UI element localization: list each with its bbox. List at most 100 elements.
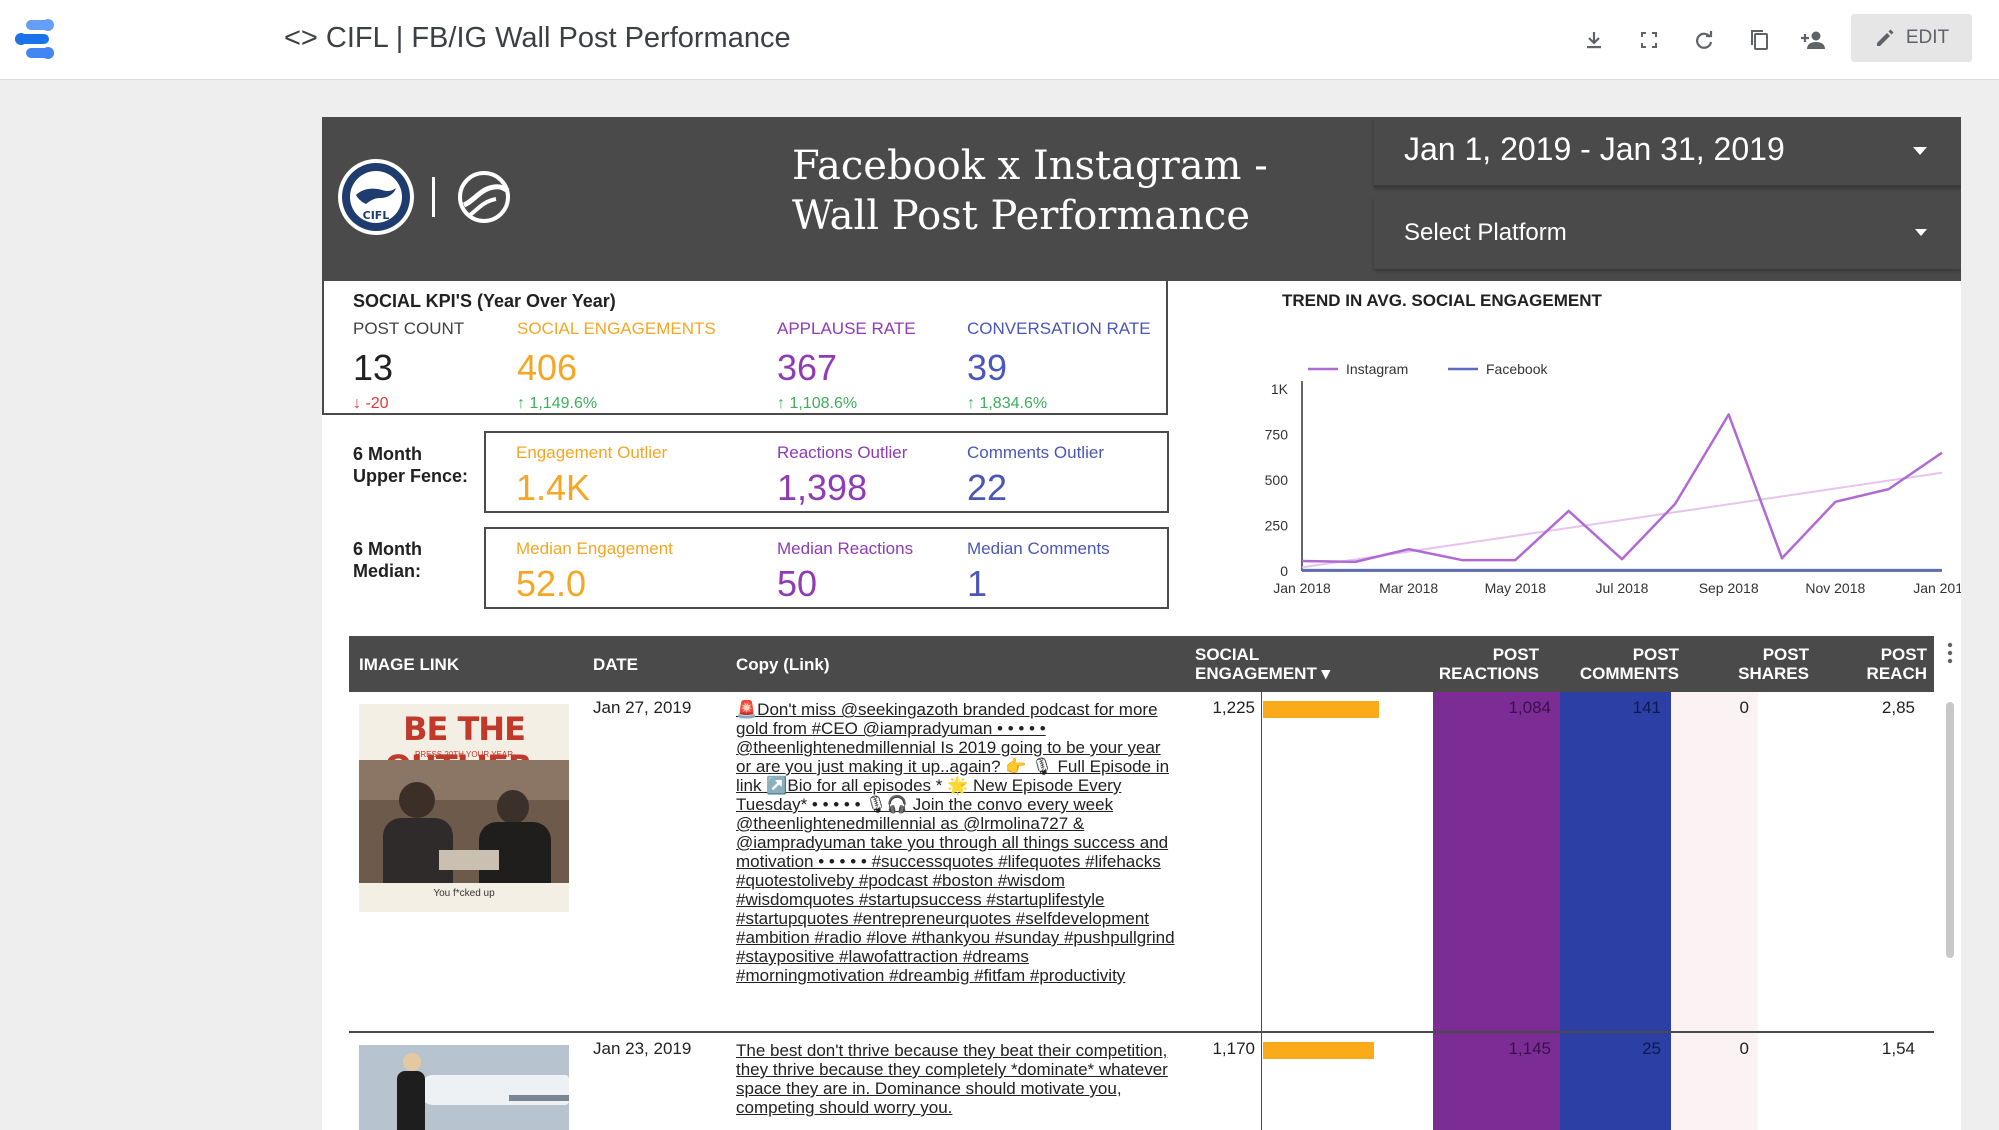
comments-heat-column — [1560, 692, 1671, 1130]
kpi-applause-rate: APPLAUSE RATE 367 ↑ 1,108.6% — [777, 319, 916, 413]
stat-value: 52.0 — [516, 563, 587, 604]
post-thumbnail[interactable] — [359, 1045, 569, 1130]
kpi-conversation-rate: CONVERSATION RATE 39 ↑ 1,834.6% — [967, 319, 1151, 413]
post-shares-value: 0 — [1739, 698, 1749, 717]
kpi-delta: ↑ 1,834.6% — [967, 395, 1048, 412]
pencil-icon — [1876, 29, 1894, 46]
kpi-label: CONVERSATION RATE — [967, 319, 1151, 338]
post-copy-link[interactable]: The best don't thrive because they beat … — [736, 1041, 1168, 1117]
stat-value: 1.4K — [516, 467, 591, 508]
median-engagement: Median Engagement 52.0 — [516, 539, 673, 605]
post-reach-value: 1,54 — [1881, 1039, 1915, 1058]
reactions-heat-column — [1433, 692, 1560, 1130]
edit-button[interactable]: EDIT — [1851, 14, 1972, 62]
date-range-control[interactable]: Jan 1, 2019 - Jan 31, 2019 — [1374, 117, 1961, 187]
social-engagement-bar — [1263, 1042, 1374, 1059]
data-studio-logo-icon[interactable] — [12, 18, 56, 60]
post-date: Jan 27, 2019 — [593, 698, 692, 717]
stat-value: 22 — [967, 467, 1008, 508]
column-header-post-shares[interactable]: POST SHARES — [1738, 645, 1809, 683]
brand-mark-icon — [458, 171, 510, 223]
x-tick-label: Mar 2018 — [1379, 580, 1438, 596]
column-header-image-link[interactable]: IMAGE LINK — [359, 654, 460, 674]
stat-label: Comments Outlier — [967, 443, 1104, 462]
thumbnail-photo — [359, 760, 569, 883]
dropdown-caret-icon — [1915, 229, 1927, 236]
x-tick-label: Jan 2018 — [1273, 580, 1331, 596]
arrow-up-icon: ↑ — [517, 395, 525, 412]
social-engagement-value: 1,225 — [1212, 698, 1255, 717]
kpi-delta: ↑ 1,108.6% — [777, 395, 858, 412]
x-tick-label: Nov 2018 — [1805, 580, 1865, 596]
logo-separator — [432, 177, 435, 217]
column-header-social-engagement[interactable]: SOCIAL ENGAGEMENT ▾ — [1195, 645, 1331, 683]
y-tick-label: 250 — [1265, 518, 1289, 534]
arrow-up-icon: ↑ — [777, 395, 785, 412]
shares-heat-column — [1671, 692, 1758, 1130]
post-thumbnail[interactable]: BE THE OUTLIER. PRESS 20TH YOUR YEAR You… — [359, 704, 569, 912]
kpi-label: APPLAUSE RATE — [777, 319, 916, 338]
kpi-heading: SOCIAL KPI'S (Year Over Year) — [353, 291, 616, 311]
column-header-date[interactable]: DATE — [593, 654, 639, 674]
column-header-post-reach[interactable]: POST REACH — [1866, 645, 1927, 683]
stat-label: Median Reactions — [777, 539, 914, 558]
x-tick-label: Sep 2018 — [1699, 580, 1759, 596]
social-engagement-bar — [1263, 701, 1379, 718]
kpi-delta: ↑ 1,149.6% — [517, 395, 598, 412]
engagement-axis-line — [1261, 692, 1262, 1130]
series-line-instagram — [1301, 413, 1943, 564]
legend-label: Instagram — [1346, 361, 1408, 377]
kpi-value: 406 — [517, 347, 578, 388]
stat-label: Reactions Outlier — [777, 443, 908, 462]
kpi-value: 39 — [967, 347, 1008, 388]
refresh-icon[interactable] — [1688, 24, 1720, 56]
post-reactions-value: 1,084 — [1508, 698, 1551, 717]
stat-label: Median Engagement — [516, 539, 673, 558]
date-range-value: Jan 1, 2019 - Jan 31, 2019 — [1404, 131, 1785, 167]
post-copy-link[interactable]: 🚨Don't miss @seekingazoth branded podcas… — [736, 700, 1175, 985]
report-header-banner: CIFL Facebook x Instagram - Wall Post Pe… — [322, 117, 1961, 281]
post-reactions-value: 1,145 — [1508, 1039, 1551, 1058]
platform-filter[interactable]: Select Platform — [1374, 197, 1961, 269]
stat-value: 1,398 — [777, 467, 868, 508]
column-header-post-comments[interactable]: POST COMMENTS — [1579, 645, 1679, 683]
posts-table-body: BE THE OUTLIER. PRESS 20TH YOUR YEAR You… — [349, 692, 1954, 1130]
thumbnail-subhead: PRESS 20TH YOUR YEAR — [415, 750, 513, 759]
stat-label: Median Comments — [967, 539, 1110, 558]
median-label: 6 Month Median: — [353, 539, 422, 581]
report-title: Facebook x Instagram - Wall Post Perform… — [792, 143, 1268, 239]
share-icon[interactable] — [1798, 24, 1830, 56]
column-header-copy[interactable]: Copy (Link) — [736, 654, 830, 674]
y-tick-label: 1K — [1271, 381, 1289, 397]
kpi-value: 13 — [353, 347, 394, 388]
arrow-up-icon: ↑ — [967, 395, 975, 412]
x-tick-label: Jul 2018 — [1596, 580, 1649, 596]
chart-title: TREND IN AVG. SOCIAL ENGAGEMENT — [1282, 291, 1602, 310]
more-options-icon[interactable] — [1947, 641, 1953, 665]
report-name[interactable]: <> CIFL | FB/IG Wall Post Performance — [284, 22, 791, 54]
svg-text:CIFL: CIFL — [363, 209, 390, 222]
table-scrollbar[interactable] — [1946, 702, 1954, 958]
x-tick-label: Jan 2019 — [1913, 580, 1961, 596]
copy-icon[interactable] — [1743, 24, 1775, 56]
stat-label: Engagement Outlier — [516, 443, 668, 462]
post-shares-value: 0 — [1739, 1039, 1749, 1058]
legend-label: Facebook — [1486, 361, 1548, 377]
posts-table-header: IMAGE LINK DATE Copy (Link) SOCIAL ENGAG… — [349, 636, 1934, 692]
kpi-value: 367 — [777, 347, 838, 388]
y-tick-label: 0 — [1280, 563, 1288, 579]
social-engagement-value: 1,170 — [1212, 1039, 1255, 1058]
fullscreen-icon[interactable] — [1633, 24, 1665, 56]
kpi-label: SOCIAL ENGAGEMENTS — [517, 319, 716, 338]
stat-value: 1 — [967, 563, 988, 604]
post-reach-value: 2,85 — [1881, 698, 1915, 717]
column-header-post-reactions[interactable]: POST REACTIONS — [1438, 645, 1539, 683]
trend-line-chart[interactable]: 0 250 500 750 1K Jan 2018 Mar 2018 May 2018 Jul … — [1192, 317, 1961, 617]
social-kpi-panel — [322, 281, 1168, 415]
report-canvas: CIFL Facebook x Instagram - Wall Post Pe… — [322, 117, 1961, 1130]
platform-filter-placeholder: Select Platform — [1404, 219, 1567, 246]
arrow-down-icon: ↓ — [353, 395, 361, 412]
x-tick-label: May 2018 — [1485, 580, 1547, 596]
cifl-logo: CIFL — [338, 159, 414, 235]
download-icon[interactable] — [1578, 24, 1610, 56]
